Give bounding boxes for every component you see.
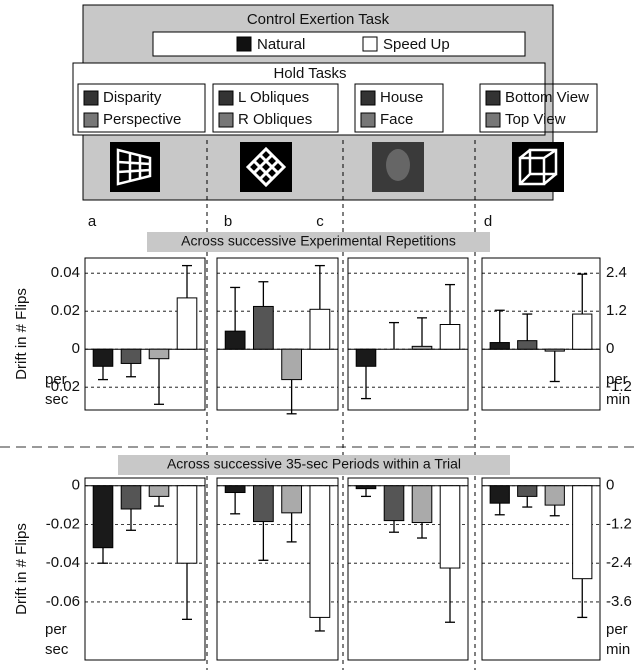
hold-title: Hold Tasks xyxy=(273,65,346,82)
bar xyxy=(412,486,432,523)
hold-label: Disparity xyxy=(103,89,162,106)
bar xyxy=(282,349,302,379)
y-tick-label: -0.04 xyxy=(46,554,80,571)
figure: Control Exertion Task Hold Tasks Natural… xyxy=(0,0,638,670)
hold-swatch xyxy=(84,91,98,105)
y-tick-label: 0 xyxy=(72,477,80,494)
bar xyxy=(573,314,592,349)
bar xyxy=(253,486,273,522)
panel-label: b xyxy=(224,213,232,230)
header-title: Control Exertion Task xyxy=(247,11,390,28)
hold-label: Perspective xyxy=(103,111,181,128)
y-tick-label: -0.02 xyxy=(46,378,80,395)
y-tick-label: 0.02 xyxy=(51,302,80,319)
panel-label: a xyxy=(88,213,97,230)
hold-label: R Obliques xyxy=(238,111,312,128)
y-axis-label: Drift in # Flips xyxy=(13,288,30,380)
bar xyxy=(440,325,460,350)
y-axis-label: Drift in # Flips xyxy=(13,523,30,615)
bar xyxy=(93,486,113,548)
legend-swatch xyxy=(363,37,377,51)
unit-right: per xyxy=(606,621,628,638)
legend-swatch xyxy=(237,37,251,51)
hold-swatch xyxy=(219,113,233,127)
bar xyxy=(440,486,460,568)
hold-swatch xyxy=(361,91,375,105)
y-tick-label: -0.06 xyxy=(46,593,80,610)
legend-label: Speed Up xyxy=(383,36,450,53)
y2-tick-label: 1.2 xyxy=(606,302,627,319)
y2-tick-label: 0 xyxy=(606,340,614,357)
bar xyxy=(282,486,302,513)
row-title: Across successive 35-sec Periods within … xyxy=(167,456,461,472)
hold-swatch xyxy=(361,113,375,127)
bar xyxy=(384,486,404,521)
bar xyxy=(545,349,564,351)
y2-tick-label: -3.6 xyxy=(606,593,632,610)
bar xyxy=(356,349,376,366)
dividers xyxy=(207,140,475,670)
bar xyxy=(310,486,330,618)
legend-box xyxy=(153,32,525,56)
hold-swatch xyxy=(486,91,500,105)
hold-swatch xyxy=(486,113,500,127)
panel-label: d xyxy=(484,213,492,230)
bar xyxy=(177,486,197,563)
bar xyxy=(310,309,330,349)
icon-shape xyxy=(386,149,410,181)
bar xyxy=(149,486,169,497)
y2-tick-label: 2.4 xyxy=(606,264,627,281)
hold-label: L Obliques xyxy=(238,89,309,106)
hold-swatch xyxy=(84,113,98,127)
hold-label: House xyxy=(380,89,423,106)
unit-left: per xyxy=(45,621,67,638)
legend-label: Natural xyxy=(257,36,305,53)
y2-tick-label: -1.2 xyxy=(606,378,632,395)
bar xyxy=(149,349,169,359)
panel-label: c xyxy=(316,213,324,230)
hold-swatch xyxy=(219,91,233,105)
y-tick-label: 0 xyxy=(72,340,80,357)
bar xyxy=(490,486,509,503)
unit-left: sec xyxy=(45,641,69,658)
bar xyxy=(225,331,245,349)
bar xyxy=(412,346,432,349)
y-tick-label: 0.04 xyxy=(51,264,80,281)
bar xyxy=(573,486,592,579)
y2-tick-label: -1.2 xyxy=(606,515,632,532)
bar xyxy=(253,306,273,349)
hold-label: Bottom View xyxy=(505,89,589,106)
bar xyxy=(545,486,564,505)
y2-tick-label: 0 xyxy=(606,477,614,494)
y-tick-label: -0.02 xyxy=(46,515,80,532)
bar xyxy=(93,349,113,366)
bar xyxy=(356,486,376,489)
unit-right: min xyxy=(606,641,630,658)
bar xyxy=(177,298,197,349)
hold-label: Face xyxy=(380,111,413,128)
bar xyxy=(490,343,509,350)
bar xyxy=(518,341,537,350)
bar xyxy=(518,486,537,497)
row-title: Across successive Experimental Repetitio… xyxy=(181,233,456,249)
y2-tick-label: -2.4 xyxy=(606,554,632,571)
bar xyxy=(121,349,141,363)
hold-label: Top View xyxy=(505,111,566,128)
bar xyxy=(225,486,245,493)
bar xyxy=(121,486,141,509)
